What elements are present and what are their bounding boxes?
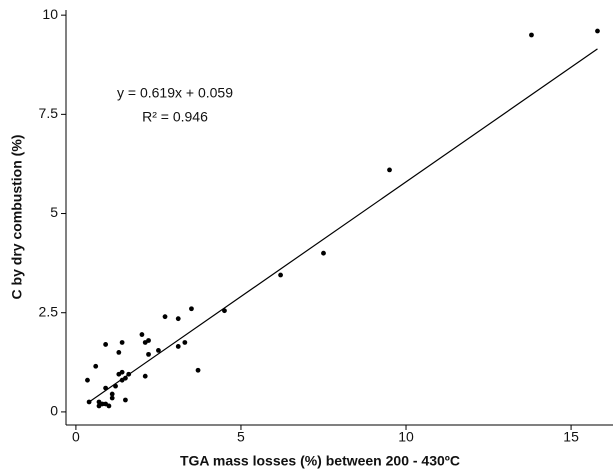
point [146,351,151,357]
point [126,371,132,377]
point [195,367,201,373]
point [85,377,90,383]
point [182,340,188,345]
y-tick-label: 7.5 [39,105,59,121]
y-tick-label: 0 [50,403,58,419]
x-tick-label: 10 [398,429,414,445]
point [142,373,148,379]
point [109,395,115,401]
point [222,308,227,314]
point [146,338,151,343]
point [86,399,92,405]
point [529,32,534,38]
x-axis-label: TGA mass losses (%) between 200 - 430ºC [180,453,460,469]
point [189,306,194,312]
point [278,272,283,278]
point [93,363,99,369]
point [106,403,112,409]
y-tick-label: 10 [42,6,58,22]
point [387,167,392,173]
point [96,399,102,405]
x-tick-label: 5 [237,429,245,445]
point [119,369,125,375]
y-tick-label: 2.5 [39,303,59,319]
equation: y = 0.619x + 0.059 [117,85,233,101]
point [103,342,109,347]
fit-line [88,48,598,403]
y-tick-label: 5 [50,204,58,220]
point [175,344,181,349]
point [139,332,145,337]
point [162,314,168,320]
r-squared: R² = 0.946 [142,109,208,125]
point [595,28,600,34]
point [156,348,161,353]
point [109,391,115,397]
point [119,377,125,383]
y-axis-label: C by dry combustion (%) [9,135,25,300]
x-tick-label: 15 [563,429,579,445]
point [113,383,118,389]
x-tick-label: 0 [72,429,80,445]
point [123,397,128,403]
point [321,250,326,256]
point [103,385,109,391]
point [116,349,122,355]
point [175,316,181,322]
point [119,340,125,345]
